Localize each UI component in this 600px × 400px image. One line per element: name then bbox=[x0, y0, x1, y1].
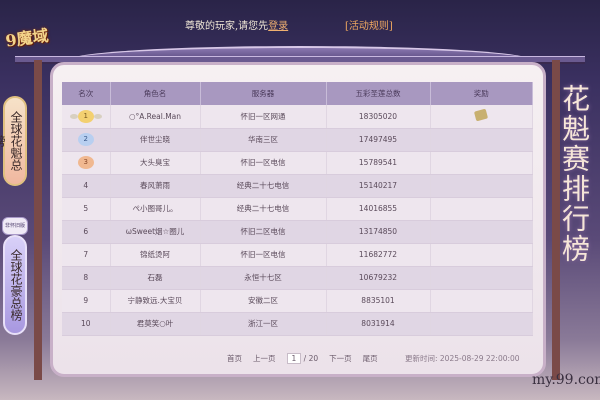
total-cell: 8031914 bbox=[326, 312, 431, 336]
reward-cell bbox=[430, 266, 533, 290]
login-prompt: 尊敬的玩家,请您先登录 bbox=[185, 17, 288, 32]
server-cell: 怀旧二区电信 bbox=[200, 220, 327, 244]
table-row: 2 伴世尘晓 华南三区 17497495 bbox=[62, 128, 533, 152]
gift-icon[interactable] bbox=[474, 108, 489, 122]
rules-link[interactable]: [活动规则] bbox=[345, 21, 393, 32]
reward-cell bbox=[430, 243, 533, 267]
reward-cell bbox=[430, 312, 533, 336]
reward-cell bbox=[430, 197, 533, 221]
site-watermark: my.99.com bbox=[532, 372, 600, 388]
rank-cell: 6 bbox=[62, 220, 111, 244]
first-page-link[interactable]: 首页 bbox=[227, 354, 242, 363]
pagination: 首页 上一页 1 / 20 下一页 尾页 bbox=[227, 353, 378, 364]
name-cell: 宁静致远.大宝贝 bbox=[110, 289, 201, 313]
total-cell: 15789541 bbox=[326, 151, 431, 175]
server-cell: 怀旧一区网通 bbox=[200, 105, 327, 129]
table-row: 4 春风萧雨 经典二十七电信 15140217 bbox=[62, 174, 533, 198]
version-badge: 非怀旧版 bbox=[2, 217, 28, 235]
server-cell: 怀旧一区电信 bbox=[200, 243, 327, 267]
total-cell: 18305020 bbox=[326, 105, 431, 129]
tab-global-huahao[interactable]: 全球花豪总榜 bbox=[3, 235, 27, 335]
greeting-text: 尊敬的玩家,请您先 bbox=[185, 21, 269, 32]
table-row: 3 大头臭宝 怀旧一区电信 15789541 bbox=[62, 151, 533, 175]
table-row: 6 ωSweet烟☆圈儿 怀旧二区电信 13174850 bbox=[62, 220, 533, 244]
name-cell: 石磊 bbox=[110, 266, 201, 290]
rank-cell: 1 bbox=[62, 105, 111, 129]
name-cell: 君莫笑○叶 bbox=[110, 312, 201, 336]
server-cell: 怀旧一区电信 bbox=[200, 151, 327, 175]
name-cell: ぺ小图哥儿。 bbox=[110, 197, 201, 221]
server-cell: 经典二十七电信 bbox=[200, 197, 327, 221]
rank-cell: 9 bbox=[62, 289, 111, 313]
rank-cell: 8 bbox=[62, 266, 111, 290]
column-header: 服务器 bbox=[200, 82, 327, 105]
rank-cell: 4 bbox=[62, 174, 111, 198]
column-header: 五彩圣莲总数 bbox=[326, 82, 431, 105]
total-cell: 11682772 bbox=[326, 243, 431, 267]
server-cell: 华南三区 bbox=[200, 128, 327, 152]
table-row: 8 石磊 永恒十七区 10679232 bbox=[62, 266, 533, 290]
rank-medal-icon: 2 bbox=[77, 133, 94, 146]
total-cell: 14016855 bbox=[326, 197, 431, 221]
name-cell: ωSweet烟☆圈儿 bbox=[110, 220, 201, 244]
total-cell: 10679232 bbox=[326, 266, 431, 290]
rank-medal-icon: 3 bbox=[77, 156, 94, 169]
ranking-table: 名次 角色名 服务器 五彩圣莲总数 奖励 1 ○°A.Real.Man 怀旧一区网通 1830… bbox=[62, 82, 533, 336]
reward-cell bbox=[430, 151, 533, 175]
rank-cell: 7 bbox=[62, 243, 111, 267]
login-link[interactable]: 登录 bbox=[268, 21, 289, 32]
name-cell: 伴世尘晓 bbox=[110, 128, 201, 152]
page-total: / 20 bbox=[303, 354, 319, 363]
table-row: 5 ぺ小图哥儿。 经典二十七电信 14016855 bbox=[62, 197, 533, 221]
table-row: 1 ○°A.Real.Man 怀旧一区网通 18305020 bbox=[62, 105, 533, 129]
reward-cell bbox=[430, 105, 533, 129]
table-row: 7 锦纸烫阿 怀旧一区电信 11682772 bbox=[62, 243, 533, 267]
total-cell: 8835101 bbox=[326, 289, 431, 313]
name-cell: 大头臭宝 bbox=[110, 151, 201, 175]
rank-cell: 10 bbox=[62, 312, 111, 336]
server-cell: 经典二十七电信 bbox=[200, 174, 327, 198]
column-header: 角色名 bbox=[110, 82, 201, 105]
reward-cell bbox=[430, 289, 533, 313]
reward-cell bbox=[430, 220, 533, 244]
name-cell: 锦纸烫阿 bbox=[110, 243, 201, 267]
name-cell: ○°A.Real.Man bbox=[110, 105, 201, 129]
tab-global-huakui[interactable]: 全球花魁总榜 bbox=[0, 96, 27, 186]
column-header: 奖励 bbox=[430, 82, 533, 105]
rank-cell: 3 bbox=[62, 151, 111, 175]
page-input[interactable]: 1 bbox=[286, 353, 302, 364]
rank-cell: 5 bbox=[62, 197, 111, 221]
reward-cell bbox=[430, 174, 533, 198]
total-cell: 13174850 bbox=[326, 220, 431, 244]
rank-cell: 2 bbox=[62, 128, 111, 152]
next-page-link[interactable]: 下一页 bbox=[329, 354, 352, 363]
pillar-right bbox=[552, 60, 560, 380]
table-row: 9 宁静致远.大宝贝 安徽二区 8835101 bbox=[62, 289, 533, 313]
rank-medal-icon: 1 bbox=[77, 109, 94, 123]
last-page-link[interactable]: 尾页 bbox=[362, 354, 378, 363]
prev-page-link[interactable]: 上一页 bbox=[253, 354, 276, 363]
server-cell: 安徽二区 bbox=[200, 289, 327, 313]
table-row: 10 君莫笑○叶 浙江一区 8031914 bbox=[62, 312, 533, 336]
server-cell: 永恒十七区 bbox=[200, 266, 327, 290]
page-title: 花魁赛排行榜 bbox=[558, 84, 591, 264]
reward-cell bbox=[430, 128, 533, 152]
total-cell: 17497495 bbox=[326, 128, 431, 152]
total-cell: 15140217 bbox=[326, 174, 431, 198]
update-time: 更新时间: 2025-08-29 22:00:00 bbox=[405, 354, 520, 363]
column-header: 名次 bbox=[62, 82, 111, 105]
pillar-left bbox=[34, 60, 42, 380]
server-cell: 浙江一区 bbox=[200, 312, 327, 336]
name-cell: 春风萧雨 bbox=[110, 174, 201, 198]
